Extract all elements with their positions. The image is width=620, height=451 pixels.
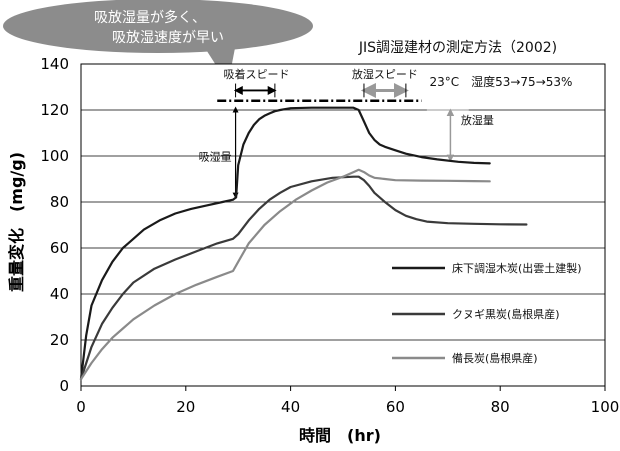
y-axis-title: 重量変化 (mg/g) — [7, 152, 26, 292]
legend-label-3: 備長炭(島根県産) — [452, 351, 538, 365]
absorb-amount-label: 吸湿量 — [199, 151, 232, 164]
x-tick-label-20: 20 — [176, 398, 195, 416]
chart-title: JIS調湿建材の測定方法（2002) — [358, 40, 557, 56]
y-tick-label-0: 0 — [59, 377, 69, 395]
y-tick-label-60: 60 — [50, 239, 69, 257]
x-tick-label-80: 80 — [491, 398, 510, 416]
y-tick-label-140: 140 — [40, 55, 69, 73]
x-axis-title: 時間 (hr) — [299, 426, 381, 445]
x-tick-label-60: 60 — [386, 398, 405, 416]
callout-line-1: 吸放湿量が多く、 — [94, 9, 206, 26]
y-tick-label-20: 20 — [50, 331, 69, 349]
legend: 床下調湿木炭(出雲土建製) クヌギ黒炭(島根県産) 備長炭(島根県産) — [392, 261, 582, 365]
callout-bubble: 吸放湿量が多く、 吸放湿速度が早い — [3, 0, 313, 84]
y-tick-label-40: 40 — [50, 285, 69, 303]
grid-lines — [81, 109, 605, 341]
axis-ticks: 0 20 40 60 80 100 120 140 0 20 40 60 80 100 — [40, 55, 619, 416]
y-tick-label-120: 120 — [40, 101, 69, 119]
series-line-3 — [79, 168, 491, 381]
callout-line-2: 吸放湿速度が早い — [112, 30, 224, 46]
legend-label-2: クヌギ黒炭(島根県産) — [452, 307, 560, 321]
y-tick-label-100: 100 — [40, 147, 69, 165]
release-speed-label: 放湿スピード — [352, 67, 418, 81]
series-group — [79, 106, 528, 381]
x-tick-label-40: 40 — [281, 398, 300, 416]
legend-label-1: 床下調湿木炭(出雲土建製) — [452, 261, 582, 275]
series-line-2 — [79, 175, 528, 381]
x-tick-label-100: 100 — [591, 398, 620, 416]
conditions-label: 23°C 湿度53→75→53% — [429, 74, 572, 89]
x-tick-label-0: 0 — [76, 398, 86, 416]
y-tick-label-80: 80 — [50, 193, 69, 211]
series-line-1 — [79, 106, 491, 381]
release-amount-label: 放湿量 — [461, 113, 494, 127]
absorb-speed-label: 吸着スピード — [224, 67, 290, 81]
annotations: 吸着スピード 放湿スピード 吸湿量 放湿量 23°C 湿度53→75→53% — [199, 67, 572, 199]
